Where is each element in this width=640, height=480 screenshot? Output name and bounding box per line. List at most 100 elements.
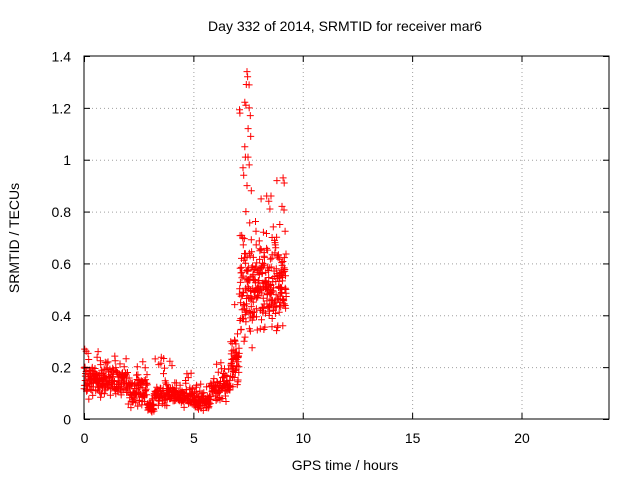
data-point bbox=[96, 388, 104, 396]
y-tick-label: 1.4 bbox=[52, 49, 72, 65]
data-point bbox=[273, 177, 281, 185]
data-point bbox=[226, 377, 234, 385]
data-point bbox=[240, 337, 248, 345]
data-point bbox=[168, 362, 176, 370]
data-point bbox=[239, 234, 247, 242]
chart-title: Day 332 of 2014, SRMTID for receiver mar… bbox=[208, 18, 482, 34]
data-point bbox=[122, 355, 130, 363]
y-axis-label: SRMTID / TECUs bbox=[6, 183, 22, 293]
data-point bbox=[252, 305, 260, 313]
data-point bbox=[255, 237, 263, 245]
data-point bbox=[248, 316, 256, 324]
data-point bbox=[252, 241, 260, 249]
data-point bbox=[94, 348, 102, 356]
data-point bbox=[242, 81, 250, 88]
plot-frame bbox=[83, 55, 610, 420]
data-point bbox=[259, 228, 267, 236]
data-point bbox=[264, 246, 272, 254]
data-point bbox=[230, 374, 238, 381]
data-point bbox=[239, 164, 247, 172]
data-point bbox=[246, 219, 254, 227]
data-point bbox=[116, 360, 124, 368]
x-axis-label: GPS time / hours bbox=[292, 457, 399, 473]
data-point bbox=[266, 255, 274, 263]
data-point bbox=[100, 390, 108, 398]
data-point bbox=[256, 325, 264, 333]
data-point bbox=[133, 363, 141, 371]
data-point bbox=[81, 364, 89, 372]
data-point bbox=[166, 357, 174, 365]
data-point bbox=[272, 244, 280, 252]
data-point bbox=[180, 403, 188, 411]
data-point bbox=[268, 323, 276, 331]
data-point bbox=[172, 379, 180, 387]
data-point bbox=[124, 400, 132, 408]
data-point bbox=[237, 325, 245, 333]
data-point bbox=[117, 391, 125, 399]
data-point bbox=[207, 393, 215, 401]
data-point bbox=[235, 349, 243, 357]
data-point bbox=[282, 272, 289, 280]
data-point bbox=[221, 371, 229, 379]
data-point bbox=[242, 259, 250, 267]
data-point bbox=[125, 374, 133, 382]
data-point bbox=[214, 368, 222, 376]
y-tick-label: 0 bbox=[63, 412, 71, 428]
data-point bbox=[263, 244, 271, 252]
data-point bbox=[247, 236, 255, 244]
data-point bbox=[277, 303, 285, 311]
x-tick-label: 10 bbox=[295, 430, 311, 446]
data-point bbox=[85, 356, 93, 363]
data-point bbox=[266, 307, 273, 315]
data-point bbox=[282, 250, 290, 258]
data-point bbox=[93, 353, 101, 361]
data-point bbox=[184, 374, 192, 382]
data-point bbox=[258, 289, 266, 297]
data-point bbox=[273, 327, 281, 335]
data-point bbox=[245, 161, 253, 169]
data-point bbox=[243, 182, 251, 190]
data-point bbox=[231, 301, 239, 309]
data-point bbox=[234, 376, 242, 384]
data-point bbox=[91, 365, 99, 372]
x-tick-label: 20 bbox=[514, 430, 530, 446]
data-point bbox=[279, 174, 287, 182]
data-point bbox=[252, 218, 259, 225]
data-point bbox=[235, 363, 243, 371]
data-point bbox=[89, 391, 97, 399]
data-point bbox=[200, 389, 208, 397]
data-point bbox=[240, 235, 248, 243]
data-point bbox=[266, 205, 274, 213]
data-point bbox=[213, 360, 221, 368]
data-point bbox=[163, 402, 171, 410]
data-point bbox=[191, 389, 199, 397]
data-point bbox=[265, 274, 273, 281]
data-point bbox=[252, 227, 260, 235]
data-point bbox=[237, 299, 245, 307]
data-point bbox=[249, 262, 257, 270]
data-point bbox=[246, 252, 254, 260]
data-point bbox=[88, 386, 96, 394]
data-point bbox=[257, 246, 265, 254]
data-point bbox=[197, 380, 205, 388]
y-tick-label: 0.8 bbox=[52, 204, 72, 220]
data-point bbox=[176, 381, 184, 389]
data-point bbox=[151, 355, 159, 363]
data-point bbox=[269, 287, 277, 295]
y-tick-label: 1.2 bbox=[52, 100, 72, 116]
data-point bbox=[143, 371, 151, 379]
y-tick-label: 1 bbox=[63, 152, 71, 168]
data-point bbox=[161, 364, 168, 372]
data-point bbox=[258, 269, 266, 277]
data-point bbox=[268, 234, 276, 241]
data-point bbox=[104, 358, 112, 366]
x-tick-label: 15 bbox=[405, 430, 421, 446]
data-point bbox=[248, 248, 256, 256]
data-point bbox=[267, 263, 275, 271]
y-tick-label: 0.6 bbox=[52, 256, 72, 272]
x-tick-label: 5 bbox=[190, 430, 198, 446]
data-point bbox=[143, 381, 151, 389]
data-point bbox=[263, 192, 271, 200]
data-point bbox=[256, 245, 264, 253]
